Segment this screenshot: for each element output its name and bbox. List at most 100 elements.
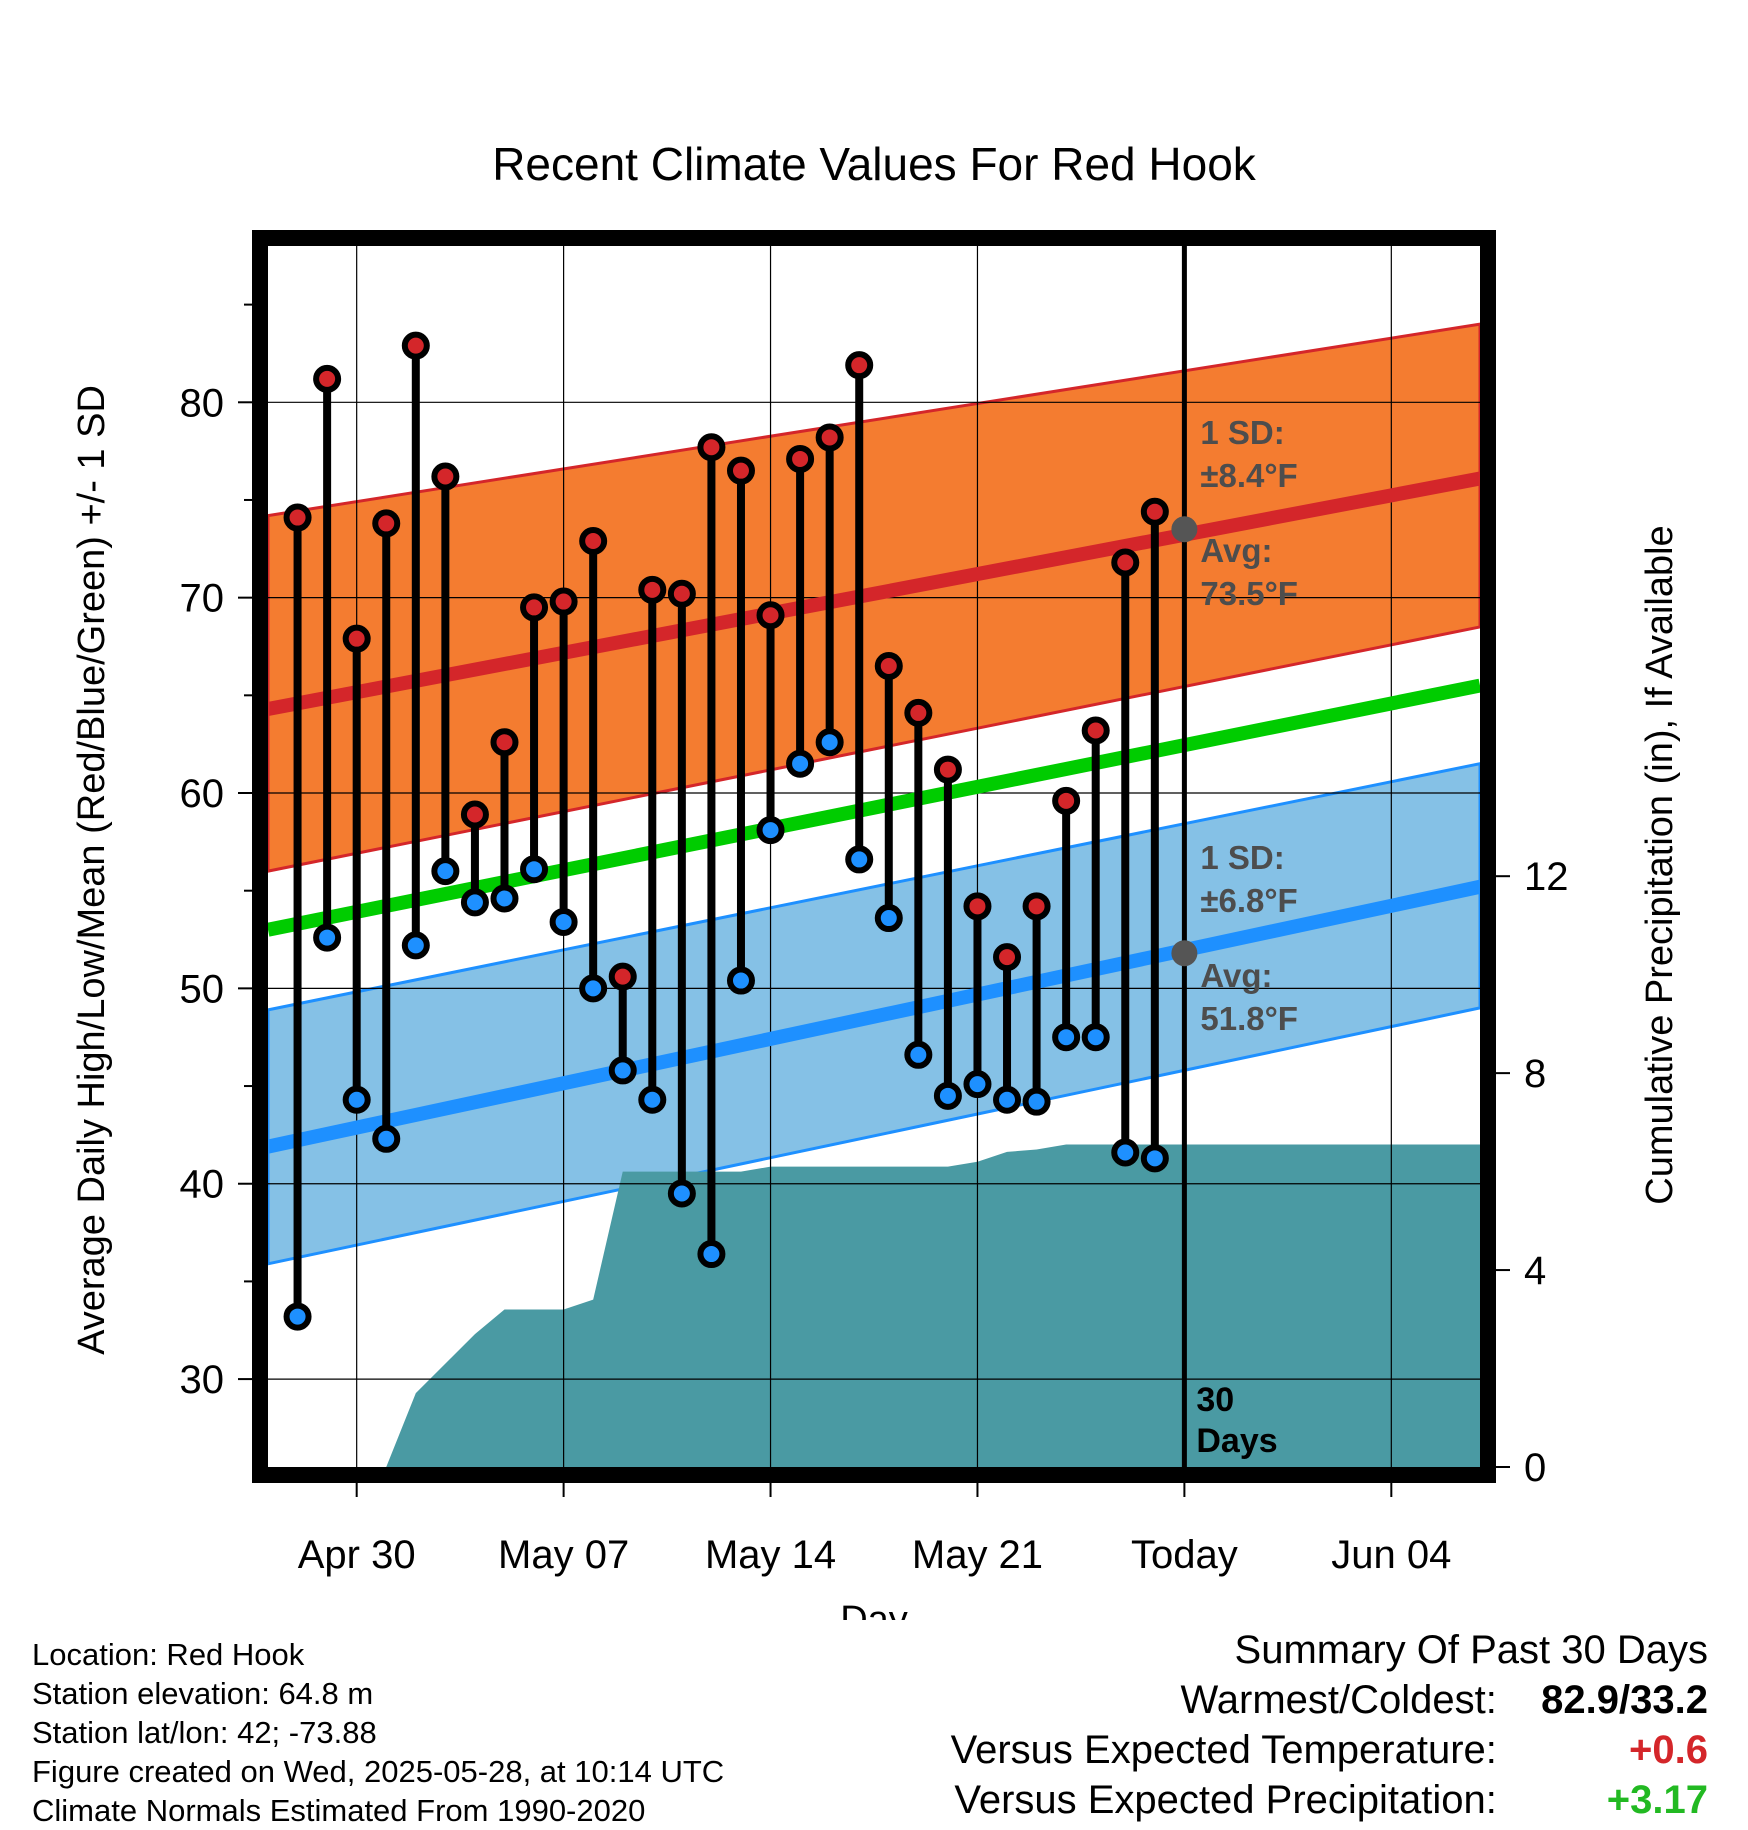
high-point bbox=[313, 364, 342, 393]
precip-value: +3.17 bbox=[1606, 1778, 1708, 1822]
high-point bbox=[638, 575, 667, 604]
low-avg-label: Avg: bbox=[1200, 957, 1272, 994]
warm-cold-label: Warmest/Coldest: bbox=[1180, 1678, 1497, 1722]
summary-title: Summary Of Past 30 Days bbox=[1234, 1628, 1708, 1672]
y2-axis-label: Cumulative Precipitation (in), If Availa… bbox=[1639, 525, 1681, 1204]
low-point bbox=[283, 1302, 312, 1331]
low-point bbox=[1111, 1138, 1140, 1167]
plot-border bbox=[252, 230, 1496, 1483]
low-point bbox=[815, 728, 844, 757]
today-low-avg-dot bbox=[1171, 940, 1198, 967]
low-point bbox=[490, 884, 519, 913]
high-point bbox=[520, 593, 549, 622]
temp-value: +0.6 bbox=[1629, 1728, 1708, 1772]
high-point bbox=[1140, 497, 1169, 526]
x-tick-label: May 21 bbox=[912, 1533, 1043, 1577]
high-point bbox=[874, 652, 903, 681]
low-point bbox=[667, 1179, 696, 1208]
low-point bbox=[786, 749, 815, 778]
low-average-line bbox=[266, 879, 1482, 1154]
high-avg-label: Avg: bbox=[1200, 532, 1272, 569]
high-sd-label: 1 SD: bbox=[1200, 414, 1284, 451]
days-count-label: 30 bbox=[1196, 1381, 1234, 1419]
normals-text: Climate Normals Estimated From 1990-2020 bbox=[32, 1793, 646, 1828]
high-point bbox=[786, 444, 815, 473]
x-tick-label: Jun 04 bbox=[1331, 1533, 1451, 1577]
high-point bbox=[490, 728, 519, 757]
low-point bbox=[1140, 1144, 1169, 1173]
high-point bbox=[1081, 716, 1110, 745]
high-point bbox=[726, 456, 755, 485]
x-tick-label: Apr 30 bbox=[298, 1533, 416, 1577]
low-point bbox=[638, 1085, 667, 1114]
high-point bbox=[372, 509, 401, 538]
low-point bbox=[756, 816, 785, 845]
low-point bbox=[608, 1056, 637, 1085]
high-point bbox=[697, 433, 726, 462]
low-point bbox=[579, 974, 608, 1003]
today-high-avg-dot bbox=[1171, 516, 1198, 543]
latlon-text: Station lat/lon: 42; -73.88 bbox=[32, 1715, 377, 1750]
y2-tick-label: 0 bbox=[1524, 1446, 1546, 1490]
daily-range-bars bbox=[283, 331, 1169, 1331]
temp-label: Versus Expected Temperature: bbox=[950, 1728, 1497, 1772]
precip-label: Versus Expected Precipitation: bbox=[954, 1778, 1497, 1822]
annotations: 1 SD: ±8.4°F Avg: 73.5°F 1 SD: ±6.8°F Avg: 51.8… bbox=[1171, 414, 1298, 1460]
low-point bbox=[697, 1240, 726, 1269]
high-point bbox=[342, 624, 371, 653]
high-point bbox=[993, 943, 1022, 972]
y-axis-label: Average Daily High/Low/Mean (Red/Blue/Gr… bbox=[71, 385, 113, 1355]
high-point bbox=[815, 423, 844, 452]
high-point bbox=[963, 892, 992, 921]
high-average-line bbox=[266, 471, 1482, 716]
high-sd-value: ±8.4°F bbox=[1200, 457, 1297, 494]
low-point bbox=[1081, 1023, 1110, 1052]
warm-cold-value: 82.9/33.2 bbox=[1541, 1678, 1708, 1722]
station-info: Location: Red Hook Station elevation: 64… bbox=[32, 1635, 724, 1830]
x-axis-label: Day bbox=[840, 1599, 908, 1620]
y-tick-label: 80 bbox=[180, 381, 225, 425]
high-point bbox=[283, 503, 312, 532]
y-tick-label: 70 bbox=[180, 577, 225, 621]
summary-precip: Versus Expected Precipitation: +3.17 bbox=[951, 1775, 1708, 1825]
created-text: Figure created on Wed, 2025-05-28, at 10… bbox=[32, 1754, 725, 1789]
normal-lines bbox=[266, 471, 1482, 1154]
days-word-label: Days bbox=[1196, 1422, 1277, 1460]
low-point bbox=[401, 931, 430, 960]
high-point bbox=[1111, 548, 1140, 577]
low-point bbox=[313, 923, 342, 952]
plot-frame bbox=[252, 230, 1496, 1483]
high-point bbox=[549, 587, 578, 616]
x-tick-label: May 07 bbox=[498, 1533, 629, 1577]
low-sd-value: ±6.8°F bbox=[1200, 882, 1297, 919]
low-point bbox=[726, 966, 755, 995]
axes: 30 40 50 60 70 80 0 4 8 12 Apr 30 May 07 May 14 May 2… bbox=[180, 303, 1569, 1577]
climate-chart: Recent Climate Values For Red Hook 1 SD:… bbox=[71, 138, 1681, 1620]
high-point bbox=[904, 698, 933, 727]
high-avg-value: 73.5°F bbox=[1200, 575, 1298, 612]
chart-title: Recent Climate Values For Red Hook bbox=[492, 138, 1257, 190]
low-point bbox=[460, 888, 489, 917]
low-point bbox=[963, 1070, 992, 1099]
summary-warm-cold: Warmest/Coldest: 82.9/33.2 bbox=[951, 1675, 1709, 1725]
precip-area bbox=[386, 1144, 1480, 1467]
low-point bbox=[342, 1085, 371, 1114]
high-point bbox=[756, 601, 785, 630]
y-tick-label: 30 bbox=[180, 1358, 225, 1402]
summary-temp: Versus Expected Temperature: +0.6 bbox=[951, 1725, 1708, 1775]
low-point bbox=[993, 1085, 1022, 1114]
x-tick-label: Today bbox=[1131, 1533, 1238, 1577]
low-avg-value: 51.8°F bbox=[1200, 1000, 1298, 1037]
high-point bbox=[667, 579, 696, 608]
low-point bbox=[431, 857, 460, 886]
mean-average-line bbox=[266, 678, 1482, 937]
low-point bbox=[845, 845, 874, 874]
high-point bbox=[401, 331, 430, 360]
elevation-text: Station elevation: 64.8 m bbox=[32, 1676, 374, 1711]
y2-tick-label: 12 bbox=[1524, 855, 1569, 899]
y2-tick-label: 8 bbox=[1524, 1052, 1546, 1096]
y-tick-label: 50 bbox=[180, 967, 225, 1011]
high-point bbox=[933, 755, 962, 784]
low-point bbox=[933, 1081, 962, 1110]
y-tick-label: 40 bbox=[180, 1163, 225, 1207]
